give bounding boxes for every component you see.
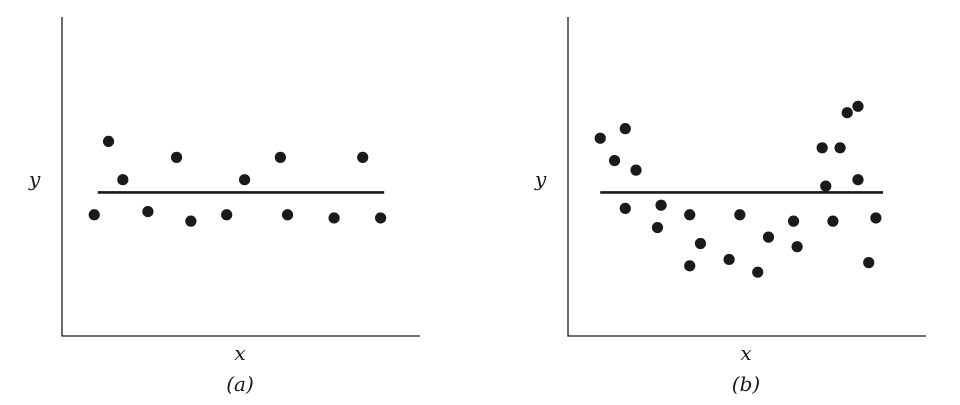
data-point-a-3 [117,174,129,186]
data-point-b-16 [791,241,803,253]
data-point-a-1 [88,209,100,221]
x-axis-label-a: x [234,341,245,365]
data-point-a-9 [274,151,286,163]
data-point-a-5 [170,151,183,163]
scatter-panel-b: y x (b) [534,17,926,396]
data-point-a-6 [185,215,197,227]
data-point-b-23 [852,174,864,186]
data-point-b-19 [827,215,839,227]
data-point-b-10 [694,237,707,250]
data-point-b-12 [734,209,746,221]
data-point-a-8 [238,174,251,186]
data-point-b-24 [863,257,875,269]
data-point-a-11 [328,212,340,224]
panel-caption-a: (a) [226,372,254,396]
x-axis-label-b: x [740,341,751,365]
data-point-a-13 [375,212,387,224]
data-point-b-21 [841,107,853,119]
data-point-a-2 [102,135,115,148]
axes-frame-a [61,17,420,337]
data-point-b-3 [619,123,631,135]
data-point-b-15 [787,215,800,227]
data-point-a-10 [281,209,294,221]
data-point-b-13 [752,266,764,278]
data-point-b-4 [619,202,631,214]
data-point-b-9 [684,209,696,221]
data-point-b-11 [723,253,735,266]
data-point-b-7 [655,199,667,211]
data-points-a [88,135,387,227]
axes-frame-b [567,17,926,337]
data-point-b-8 [684,260,696,272]
data-point-a-12 [357,151,369,163]
data-point-b-5 [630,164,642,176]
data-point-b-2 [608,154,621,167]
data-point-b-14 [762,231,775,243]
data-point-b-25 [870,212,882,224]
data-point-a-4 [142,205,154,218]
data-points-b [594,100,882,278]
y-axis-label-b: y [534,167,547,191]
panel-caption-b: (b) [732,372,760,396]
scatter-panel-a: y x (a) [28,17,420,396]
data-point-b-20 [834,142,846,154]
data-point-b-17 [816,142,828,154]
data-point-b-22 [852,100,864,112]
y-axis-label-a: y [28,167,41,191]
data-point-b-1 [594,132,606,144]
data-point-a-7 [221,209,233,221]
data-point-b-18 [820,180,832,192]
data-point-b-6 [651,221,664,234]
